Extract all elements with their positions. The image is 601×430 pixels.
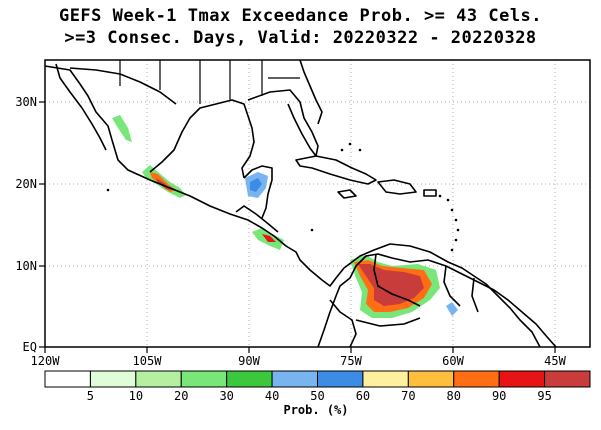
lat-label-eq: EQ [23, 340, 37, 354]
colorbar-tick-label: 80 [447, 389, 461, 403]
colorbar-swatch [89, 370, 137, 388]
colorbar-tick-label: 30 [219, 389, 233, 403]
colorbar-swatch [226, 370, 273, 388]
colorbar-swatch [407, 370, 455, 388]
border-ecuador-peru [329, 299, 357, 347]
coastline-north-america [45, 65, 541, 347]
colorbar-tick-label: 95 [537, 389, 551, 403]
colorbar-swatch [271, 370, 318, 388]
colorbar-tick-label: 20 [174, 389, 188, 403]
axis-ticks [39, 101, 556, 353]
lat-label-10n: 10N [15, 259, 37, 273]
coastline-hispaniola [377, 179, 417, 195]
colorbar-tick-label: 40 [265, 389, 279, 403]
lon-label-75w: 75W [340, 354, 362, 368]
lon-label-105w: 105W [133, 354, 163, 368]
map-plot-area [45, 60, 590, 347]
colorbar-swatch [317, 370, 364, 388]
coastline-jamaica [337, 189, 357, 199]
map-title-line-2: >=3 Consec. Days, Valid: 20220322 - 2022… [64, 28, 537, 48]
colorbar-swatch [180, 370, 228, 388]
lat-label-20n: 20N [15, 177, 37, 191]
prob-area-guiana-edge [446, 302, 458, 316]
border-colombia-venezuela [373, 253, 421, 307]
coastline-south-america [317, 253, 557, 347]
coastline-yucatan [243, 165, 273, 219]
probability-shading [112, 115, 458, 318]
colorbar [44, 370, 591, 388]
map-title-line-1: GEFS Week-1 Tmax Exceedance Prob. >= 43 … [58, 6, 543, 26]
border-venezuela-guyana [443, 265, 461, 307]
colorbar-label: Prob. (%) [283, 403, 348, 417]
coastline-florida [247, 89, 319, 157]
colorbar-tick-labels: 5 10 20 30 40 50 60 70 80 90 95 [87, 389, 552, 403]
lon-label-45w: 45W [544, 354, 566, 368]
colorbar-tick-label: 5 [87, 389, 94, 403]
us-state-borders [119, 60, 300, 104]
colorbar-tick-label: 50 [310, 389, 324, 403]
colorbar-swatch [135, 370, 182, 388]
border-colombia-brazil [355, 317, 421, 327]
lon-label-90w: 90W [238, 354, 260, 368]
lat-label-30n: 30N [15, 95, 37, 109]
coastline-us-east [299, 60, 323, 125]
colorbar-swatch [362, 370, 409, 388]
map-frame [44, 59, 591, 348]
colorbar-swatch [544, 370, 591, 388]
coastline-puerto-rico [423, 189, 437, 197]
border-guyana-suriname [471, 277, 479, 313]
border-mexico-us [69, 67, 177, 105]
colorbar-tick-label: 10 [129, 389, 143, 403]
colorbar-swatch [453, 370, 500, 388]
prob-area-central-america-high [262, 234, 276, 242]
colorbar-swatch [498, 370, 546, 388]
coastline-gulf-west [149, 99, 255, 179]
prob-area-yucatan-inner [250, 178, 262, 192]
colorbar-tick-label: 70 [401, 389, 415, 403]
lon-label-60w: 60W [442, 354, 464, 368]
colorbar-tick-label: 60 [356, 389, 370, 403]
prob-area-baja [112, 115, 132, 142]
lesser-antilles [106, 142, 460, 252]
colorbar-tick-label: 90 [492, 389, 506, 403]
colorbar-swatch [44, 370, 91, 388]
coastline-cuba [295, 155, 377, 185]
lon-label-120w: 120W [31, 354, 61, 368]
border-central-america [235, 205, 279, 233]
coastlines [45, 60, 557, 347]
coastline-baja [55, 63, 107, 151]
